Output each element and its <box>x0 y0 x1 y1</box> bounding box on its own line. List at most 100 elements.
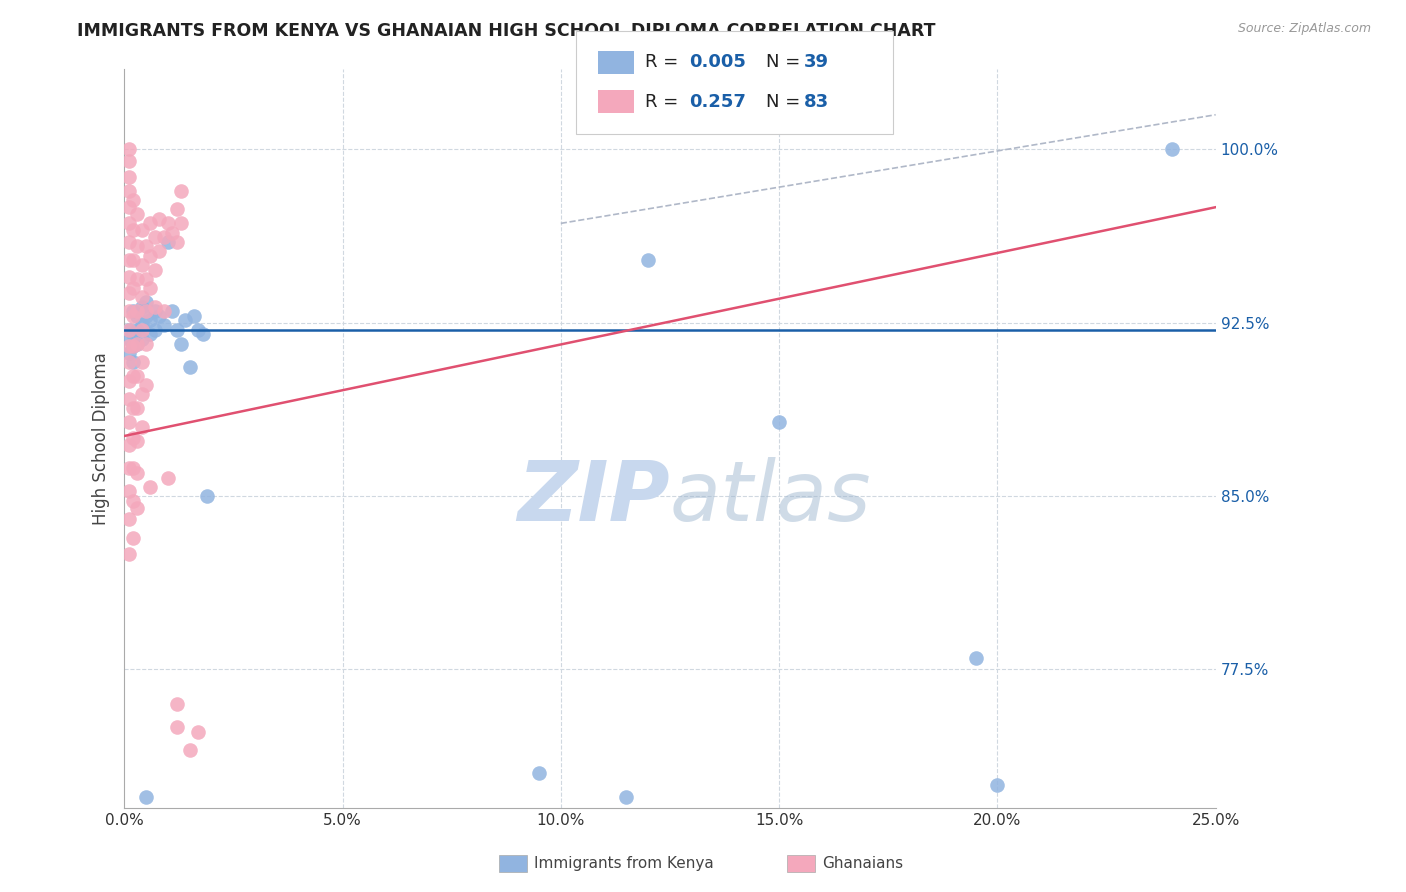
Point <box>127 323 149 337</box>
Text: N =: N = <box>766 93 806 111</box>
Point <box>131 318 153 332</box>
Point <box>122 355 145 369</box>
Point <box>135 378 157 392</box>
Point <box>986 778 1008 792</box>
Point <box>139 313 162 327</box>
Point <box>191 327 214 342</box>
Point <box>135 789 157 804</box>
Point <box>637 253 659 268</box>
Point <box>166 323 188 337</box>
Point <box>179 743 201 757</box>
Text: 0.005: 0.005 <box>689 54 745 71</box>
Point <box>170 184 193 198</box>
Point <box>166 720 188 734</box>
Point <box>122 193 145 207</box>
Point <box>122 493 145 508</box>
Point <box>122 309 145 323</box>
Point <box>117 392 139 406</box>
Point <box>614 789 637 804</box>
Point <box>122 401 145 416</box>
Point <box>143 262 166 277</box>
Point <box>117 512 139 526</box>
Text: ZIP: ZIP <box>517 457 669 538</box>
Point <box>117 346 139 360</box>
Point <box>162 304 184 318</box>
Point <box>117 415 139 429</box>
Point <box>117 235 139 249</box>
Point <box>117 461 139 475</box>
Point <box>127 239 149 253</box>
Point <box>122 223 145 237</box>
Point <box>768 415 790 429</box>
Point <box>162 226 184 240</box>
Point <box>131 355 153 369</box>
Text: N =: N = <box>766 54 806 71</box>
Point <box>143 300 166 314</box>
Point <box>117 170 139 185</box>
Point <box>152 304 174 318</box>
Point <box>127 309 149 323</box>
Point <box>127 336 149 351</box>
Point <box>117 332 139 346</box>
Point <box>117 547 139 561</box>
Point <box>187 323 209 337</box>
Point <box>127 500 149 515</box>
Point <box>131 323 153 337</box>
Point <box>117 323 139 337</box>
Point <box>122 304 145 318</box>
Text: 39: 39 <box>804 54 830 71</box>
Point <box>135 304 157 318</box>
Point <box>122 327 145 342</box>
Text: atlas: atlas <box>669 457 872 538</box>
Point <box>122 339 145 353</box>
Point <box>127 207 149 221</box>
Point <box>152 318 174 332</box>
Point <box>131 290 153 304</box>
Point <box>131 258 153 272</box>
Point <box>139 327 162 342</box>
Point <box>143 323 166 337</box>
Point <box>187 724 209 739</box>
Point <box>122 461 145 475</box>
Point <box>122 531 145 545</box>
Point <box>117 304 139 318</box>
Text: R =: R = <box>645 54 685 71</box>
Point <box>131 419 153 434</box>
Point <box>135 272 157 286</box>
Point <box>131 332 153 346</box>
Point <box>127 336 149 351</box>
Point <box>122 281 145 295</box>
Point <box>139 216 162 230</box>
Point <box>127 401 149 416</box>
Point <box>571 863 593 878</box>
Text: R =: R = <box>645 93 685 111</box>
Point <box>117 269 139 284</box>
Point <box>139 281 162 295</box>
Point <box>170 336 193 351</box>
Point <box>127 272 149 286</box>
Point <box>135 336 157 351</box>
Point <box>527 766 550 780</box>
Point <box>143 230 166 244</box>
Point <box>131 387 153 401</box>
Point <box>117 153 139 168</box>
Point <box>156 235 179 249</box>
Point <box>127 368 149 383</box>
Point <box>139 249 162 263</box>
Point <box>117 184 139 198</box>
Point <box>131 300 153 314</box>
Point <box>1161 142 1184 156</box>
Point <box>174 313 197 327</box>
Point <box>183 309 205 323</box>
Point <box>148 309 170 323</box>
Point <box>117 355 139 369</box>
Point <box>148 244 170 259</box>
Point <box>166 697 188 711</box>
Point <box>117 285 139 300</box>
Point <box>127 434 149 448</box>
Point <box>195 489 218 503</box>
Point <box>166 202 188 217</box>
Point <box>127 466 149 480</box>
Point <box>135 239 157 253</box>
Point <box>117 142 139 156</box>
